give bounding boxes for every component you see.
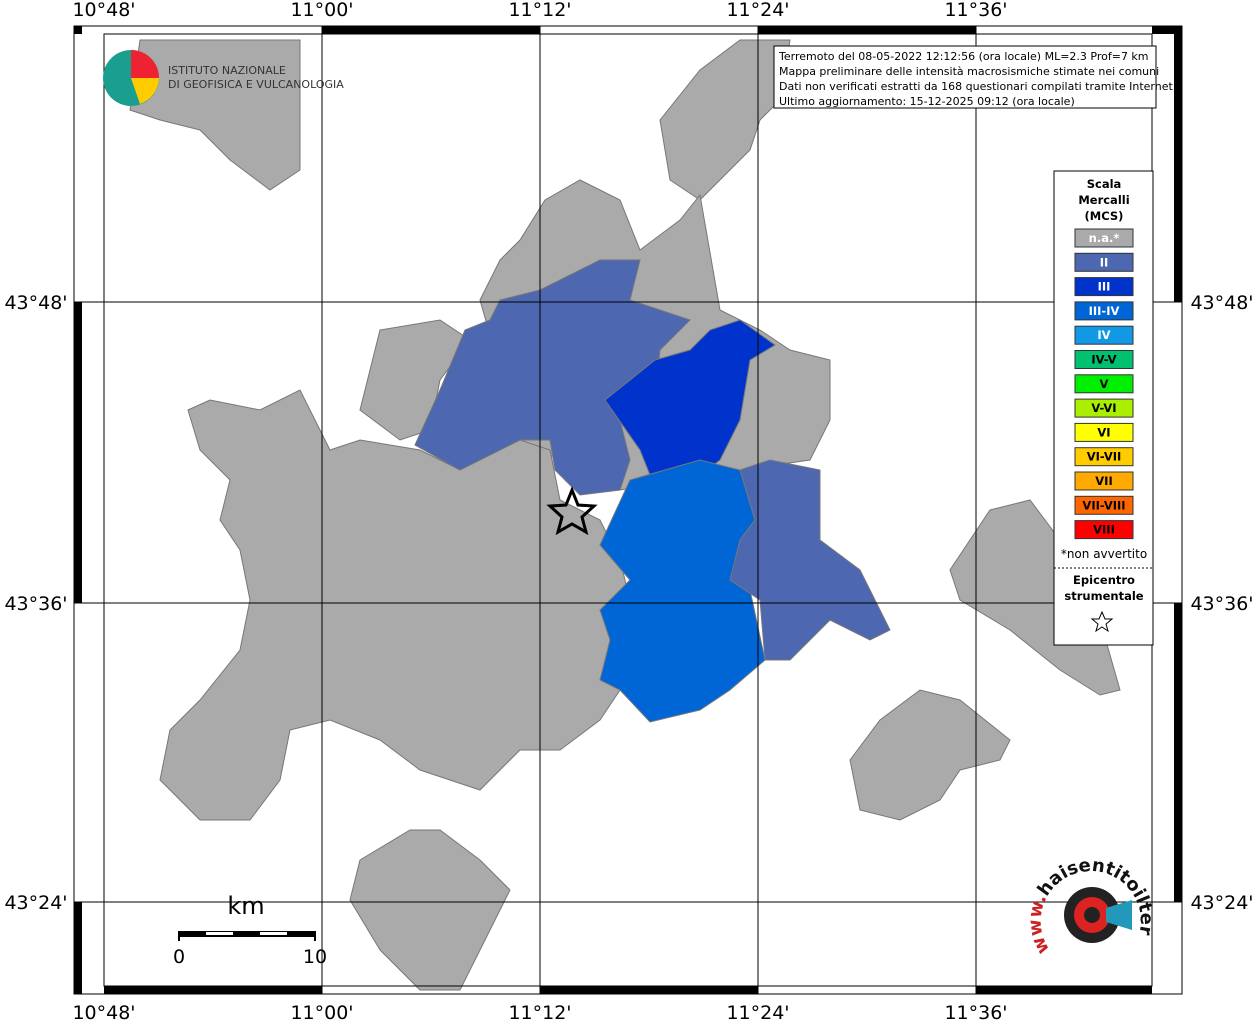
- legend-swatch: [1074, 520, 1134, 540]
- frame-ticks: [74, 26, 1182, 994]
- legend-epicenter: strumentale: [1064, 589, 1143, 603]
- legend-swatch: [1074, 350, 1134, 369]
- legend-swatch: [1074, 374, 1134, 394]
- legend-label: n.a.*: [1089, 231, 1120, 245]
- ingv-logo: ISTITUTO NAZIONALE DI GEOFISICA E VULCAN…: [103, 50, 344, 106]
- legend-swatch: [1074, 228, 1134, 248]
- legend-swatch: [1074, 398, 1134, 418]
- epicenter-star: [546, 485, 598, 536]
- lon-label: 11°12': [508, 1002, 571, 1024]
- legend-label: VI-VII: [1087, 450, 1122, 464]
- region: [414, 259, 691, 496]
- lon-label: 11°00': [290, 0, 353, 21]
- legend-swatch: [1074, 252, 1134, 272]
- regions: [129, 39, 1121, 991]
- legend-label: VI: [1097, 425, 1110, 439]
- legend-star: [1090, 610, 1114, 633]
- legend-swatch: [1074, 422, 1134, 442]
- legend-label: VIII: [1093, 523, 1115, 537]
- lon-label: 10°48': [72, 0, 135, 21]
- legend-swatch: [1074, 301, 1134, 321]
- info-line: Ultimo aggiornamento: 15-12-2025 09:12 (…: [779, 95, 1075, 108]
- lat-label: 43°24': [4, 892, 67, 914]
- info-line: Dati non verificati estratti da 168 ques…: [779, 80, 1176, 93]
- info-text: Terremoto del 08-05-2022 12:12:56 (ora l…: [778, 50, 1176, 108]
- legend-label: III: [1098, 280, 1111, 294]
- info-line: Mappa preliminare delle intensità macros…: [779, 65, 1159, 78]
- scale-label: 10: [303, 946, 327, 968]
- legend-note: *non avvertito: [1061, 547, 1147, 561]
- lon-label: 11°36': [944, 1002, 1007, 1024]
- legend-label: IV-V: [1091, 353, 1116, 367]
- lat-label: 43°48': [4, 292, 67, 314]
- legend-swatch: [1074, 447, 1134, 467]
- lon-label: 10°48': [72, 1002, 135, 1024]
- legend-label: VII: [1095, 474, 1112, 488]
- region: [129, 39, 301, 191]
- lon-label: 11°12': [508, 0, 571, 21]
- legend-swatch: [1074, 277, 1134, 297]
- scale-bar: km 0 10: [173, 892, 327, 968]
- scale-unit: km: [227, 892, 264, 920]
- legend-label: V: [1100, 377, 1109, 391]
- lon-label: 11°36': [944, 0, 1007, 21]
- lat-label: 43°36': [4, 593, 67, 615]
- legend: ScalaMercalli(MCS)n.a.*IIIIIIII-IVIVIV-V…: [1054, 177, 1153, 633]
- legend-label: V-VI: [1091, 401, 1116, 415]
- legend-epicenter: Epicentro: [1073, 573, 1135, 587]
- legend-title: Mercalli: [1078, 193, 1129, 207]
- info-line: Terremoto del 08-05-2022 12:12:56 (ora l…: [778, 50, 1149, 63]
- legend-label: II: [1100, 255, 1109, 269]
- lon-label: 11°00': [290, 1002, 353, 1024]
- region: [599, 459, 766, 723]
- axis-labels: 10°48' 10°48' 11°00' 11°00' 11°12' 11°12' 11°2…: [4, 0, 1253, 1024]
- legend-label: IV: [1097, 328, 1110, 342]
- legend-swatch: [1074, 325, 1134, 345]
- legend-label: III-IV: [1089, 304, 1120, 318]
- legend-title: Scala: [1087, 177, 1122, 191]
- legend-label: VII-VIII: [1082, 498, 1125, 512]
- lon-label: 11°24': [726, 0, 789, 21]
- region: [849, 689, 1011, 821]
- logo-part: [131, 78, 159, 104]
- logo-text: DI GEOFISICA E VULCANOLOGIA: [168, 78, 344, 91]
- legend-swatch: [1074, 471, 1134, 491]
- scale-label: 0: [173, 946, 185, 968]
- lon-label: 11°24': [726, 1002, 789, 1024]
- info-box: [773, 45, 1157, 109]
- legend-title: (MCS): [1085, 209, 1124, 223]
- region: [349, 829, 511, 991]
- logo-text: ISTITUTO NAZIONALE: [168, 64, 286, 77]
- logo-part: [131, 50, 159, 78]
- legend-swatch: [1074, 495, 1134, 515]
- lat-label: 43°36': [1190, 593, 1253, 615]
- lat-label: 43°48': [1190, 292, 1253, 314]
- lat-label: 43°24': [1190, 892, 1253, 914]
- region: [729, 459, 891, 661]
